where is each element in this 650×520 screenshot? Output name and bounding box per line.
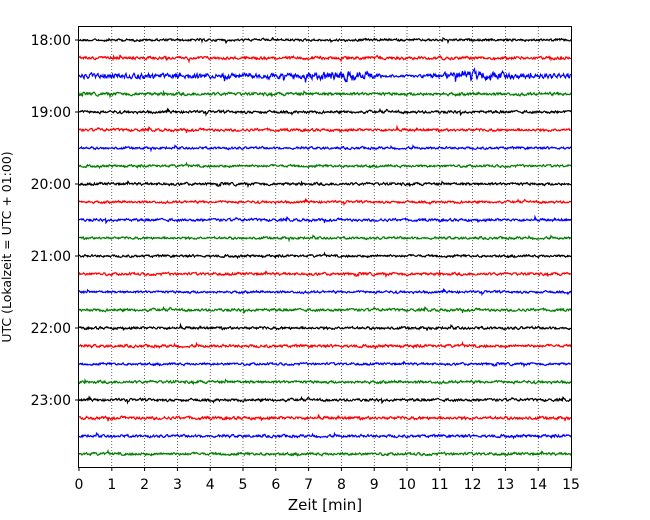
x-tick-label: 6 — [271, 477, 280, 493]
y-axis-label: UTC (Lokalzeit = UTC + 01:00) — [0, 151, 14, 342]
x-tick-label: 9 — [370, 477, 379, 493]
y-tick-label: 21:00 — [31, 249, 71, 265]
x-tick-label: 10 — [398, 477, 416, 493]
trace-line — [78, 395, 572, 405]
plot-frame — [78, 26, 572, 468]
trace-line — [78, 161, 572, 170]
trace-line — [78, 124, 572, 134]
x-axis-label: Zeit [min] — [288, 496, 362, 514]
y-tick-label: 23:00 — [31, 393, 71, 409]
x-tick-label: 4 — [206, 477, 215, 493]
trace-line — [78, 448, 572, 457]
y-tick-label: 22:00 — [31, 321, 71, 337]
y-tick-label: 19:00 — [31, 105, 71, 121]
trace-line — [78, 287, 572, 297]
trace-line — [78, 143, 572, 153]
trace-line — [78, 89, 572, 99]
trace-line — [78, 67, 572, 83]
trace-line — [78, 107, 572, 117]
trace-line — [78, 180, 572, 189]
grid-lines — [111, 27, 539, 467]
x-tick-label: 5 — [239, 477, 248, 493]
trace-line — [78, 233, 572, 243]
x-tick-label: 1 — [107, 477, 116, 493]
trace-line — [78, 54, 572, 64]
trace-line — [78, 214, 572, 225]
trace-line — [78, 270, 572, 279]
x-axis-ticks: 0 1 2 3 4 5 6 7 8 9 10 11 12 13 14 15 — [75, 467, 580, 493]
y-tick-label: 18:00 — [31, 33, 71, 49]
x-tick-label: 0 — [75, 477, 84, 493]
x-tick-label: 2 — [140, 477, 149, 493]
trace-line — [78, 431, 572, 440]
trace-line — [78, 36, 572, 45]
x-tick-label: 3 — [173, 477, 182, 493]
x-tick-label: 14 — [529, 477, 547, 493]
x-tick-label: 11 — [431, 477, 449, 493]
y-axis-ticks: 18:00 19:00 20:00 21:00 22:00 23:00 — [31, 33, 79, 409]
trace-line — [78, 305, 572, 315]
trace-line — [78, 360, 572, 368]
trace-line — [78, 340, 572, 350]
trace-line — [78, 414, 572, 422]
x-tick-label: 15 — [562, 477, 580, 493]
trace-line — [78, 251, 572, 260]
x-tick-label: 8 — [337, 477, 346, 493]
x-tick-label: 13 — [496, 477, 514, 493]
trace-line — [78, 322, 572, 331]
trace-line — [78, 197, 572, 207]
x-tick-label: 7 — [304, 477, 313, 493]
x-tick-label: 12 — [464, 477, 482, 493]
y-tick-label: 20:00 — [31, 177, 71, 193]
traces — [78, 36, 572, 457]
trace-line — [78, 378, 572, 386]
